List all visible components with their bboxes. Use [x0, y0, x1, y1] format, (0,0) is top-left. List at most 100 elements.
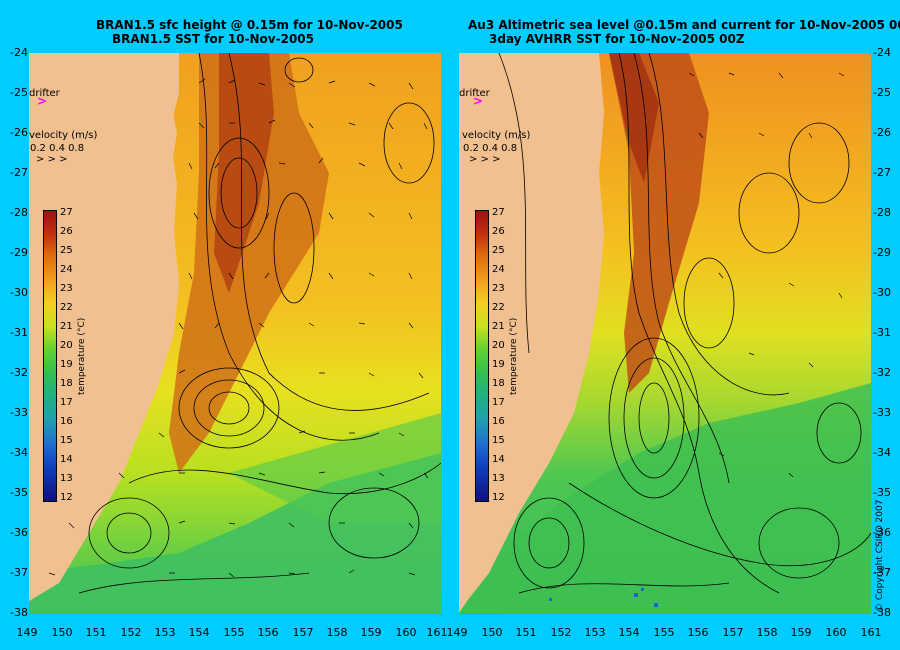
lat-label: -35 [10, 486, 28, 499]
right-drifter-label: drifter [459, 88, 490, 99]
lat-label-right: -35 [873, 486, 891, 499]
cb-tick: 16 [492, 416, 505, 427]
lat-label: -31 [10, 326, 28, 339]
left-velocity-arrow-icon: > > > [36, 154, 68, 165]
cb-tick: 20 [60, 340, 73, 351]
lon-label: 158 [756, 626, 778, 639]
right-title-line1: Au3 Altimetric sea level @0.15m and curr… [468, 18, 900, 32]
lon-label: 157 [292, 626, 314, 639]
cb-tick: 22 [60, 302, 73, 313]
right-drifter-marker-icon: > [473, 94, 484, 108]
cb-tick: 19 [60, 359, 73, 370]
lon-label: 152 [120, 626, 142, 639]
copyright-notice: © Copyright CSIRO 2007 [875, 499, 885, 612]
left-velocity-label: velocity (m/s) [29, 130, 98, 141]
lat-label: -37 [10, 566, 28, 579]
cb-tick: 12 [60, 492, 73, 503]
cb-tick: 13 [60, 473, 73, 484]
left-temperature-colorbar [43, 210, 57, 502]
right-temperature-colorbar [475, 210, 489, 502]
lon-label: 151 [515, 626, 537, 639]
lon-label: 158 [326, 626, 348, 639]
cb-tick: 26 [60, 226, 73, 237]
lat-label: -36 [10, 526, 28, 539]
left-drifter-label: drifter [29, 88, 60, 99]
right-sea-level-contours [498, 53, 871, 594]
cb-tick: 24 [60, 264, 73, 275]
right-velocity-scale: 0.2 0.4 0.8 [463, 143, 518, 154]
left-drifter-marker-icon: > [37, 94, 48, 108]
lon-label: 151 [85, 626, 107, 639]
lon-label: 156 [257, 626, 279, 639]
cb-tick: 15 [492, 435, 505, 446]
cb-tick: 25 [60, 245, 73, 256]
lon-label: 153 [154, 626, 176, 639]
lat-label-right: -33 [873, 406, 891, 419]
cb-tick: 14 [60, 454, 73, 465]
cb-tick: 27 [60, 207, 73, 218]
right-velocity-arrow-icon: > > > [469, 154, 501, 165]
lat-label-right: -36 [873, 526, 891, 539]
right-map-panel [459, 53, 871, 614]
lat-label: -25 [10, 86, 28, 99]
cb-tick: 12 [492, 492, 505, 503]
cb-tick: 17 [60, 397, 73, 408]
lat-label: -24 [10, 46, 28, 59]
right-sst-map [459, 53, 871, 614]
lat-label: -27 [10, 166, 28, 179]
right-cloud-speckles [549, 588, 658, 607]
lat-label: -29 [10, 246, 28, 259]
lon-label: 155 [653, 626, 675, 639]
lon-label: 157 [722, 626, 744, 639]
cb-tick: 14 [492, 454, 505, 465]
lon-label: 156 [687, 626, 709, 639]
lat-label-right: -29 [873, 246, 891, 259]
cb-tick: 19 [492, 359, 505, 370]
lat-label-right: -30 [873, 286, 891, 299]
right-velocity-label: velocity (m/s) [462, 130, 531, 141]
cb-tick: 21 [60, 321, 73, 332]
lat-label: -30 [10, 286, 28, 299]
cb-tick: 22 [492, 302, 505, 313]
lon-label: 149 [446, 626, 468, 639]
lat-label: -34 [10, 446, 28, 459]
lon-label: 154 [188, 626, 210, 639]
cb-tick: 17 [492, 397, 505, 408]
lat-label: -26 [10, 126, 28, 139]
cb-tick: 27 [492, 207, 505, 218]
lon-label: 160 [395, 626, 417, 639]
cb-tick: 18 [60, 378, 73, 389]
lat-label: -32 [10, 366, 28, 379]
lat-label-right: -27 [873, 166, 891, 179]
cb-tick: 16 [60, 416, 73, 427]
left-sst-map [29, 53, 441, 614]
cb-tick: 23 [492, 283, 505, 294]
cb-tick: 21 [492, 321, 505, 332]
lat-label: -28 [10, 206, 28, 219]
lon-label: 149 [16, 626, 38, 639]
lat-label-right: -37 [873, 566, 891, 579]
lat-label-right: -25 [873, 86, 891, 99]
lon-label: 150 [481, 626, 503, 639]
lon-label: 153 [584, 626, 606, 639]
left-velocity-scale: 0.2 0.4 0.8 [30, 143, 85, 154]
left-sea-level-contours [78, 53, 441, 594]
cb-tick: 24 [492, 264, 505, 275]
lat-label-right: -28 [873, 206, 891, 219]
lat-label: -33 [10, 406, 28, 419]
right-velocity-arrows [688, 72, 845, 478]
left-title-line2: BRAN1.5 SST for 10-Nov-2005 [112, 32, 314, 46]
cb-tick: 18 [492, 378, 505, 389]
lat-label-right: -38 [873, 606, 891, 619]
cb-tick: 26 [492, 226, 505, 237]
cb-tick: 13 [492, 473, 505, 484]
lon-label: 161 [860, 626, 882, 639]
lat-label-right: -26 [873, 126, 891, 139]
lat-label-right: -34 [873, 446, 891, 459]
cb-tick: 15 [60, 435, 73, 446]
lon-label: 159 [360, 626, 382, 639]
lon-label: 160 [825, 626, 847, 639]
right-title-line2: 3day AVHRR SST for 10-Nov-2005 00Z [489, 32, 745, 46]
left-map-panel [29, 53, 441, 614]
right-colorbar-title: temperature (°C) [509, 317, 519, 395]
